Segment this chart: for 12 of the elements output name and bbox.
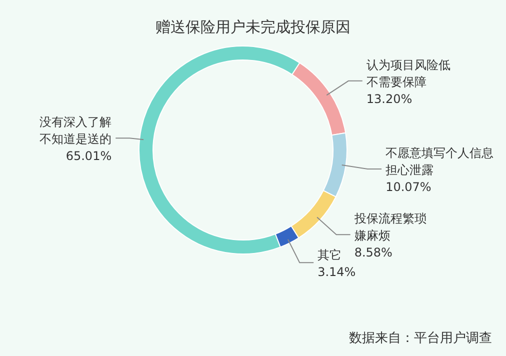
data-label: 8.58% [354,246,392,260]
text: 数据来自：平台用户调查 [349,331,492,346]
slice-label: 认为项目风险低不需要保障 [366,58,450,89]
slice-label: 不愿意填写个人信息担心泄露 [386,146,494,177]
data-label: 3.14% [318,265,356,280]
slice-label: 投保流程繁琐嫌麻烦 [353,212,426,243]
slice-label: 没有深入了解不知道是送的 [40,115,112,146]
data-label: 65.01% [66,149,112,164]
slice-label: 其它 [318,248,342,262]
chart-title: 赠送保险用户未完成投保原因 [156,18,350,36]
data-label: 13.20% [366,92,412,106]
data-label: 10.07% [386,180,432,194]
